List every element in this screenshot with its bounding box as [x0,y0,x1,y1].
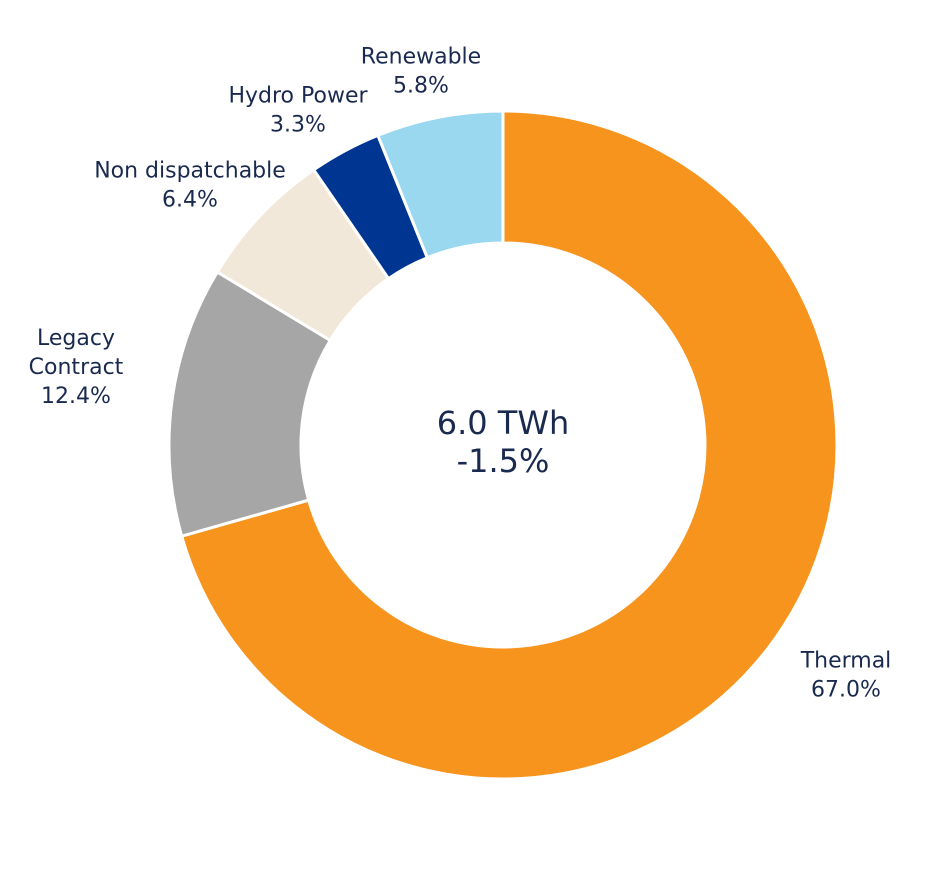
center-change-label: -1.5% [457,442,550,480]
slice-labels: Thermal 67.0% Legacy Contract 12.4% Non dispa… [29,45,892,703]
slice-label-hydro-power: Hydro Power 3.3% [228,84,368,138]
donut-slices [167,109,839,781]
slice-label-renewable: Renewable 5.8% [361,45,481,99]
slice-label-thermal: Thermal 67.0% [800,649,892,703]
center-label: 6.0 TWh -1.5% [437,404,570,480]
slice-thermal [179,109,839,781]
slice-renewable [375,109,505,260]
center-total-label: 6.0 TWh [437,404,570,442]
slice-label-legacy-contract: Legacy Contract 12.4% [29,326,124,409]
slice-label-non-dispatchable: Non dispatchable 6.4% [94,159,286,213]
